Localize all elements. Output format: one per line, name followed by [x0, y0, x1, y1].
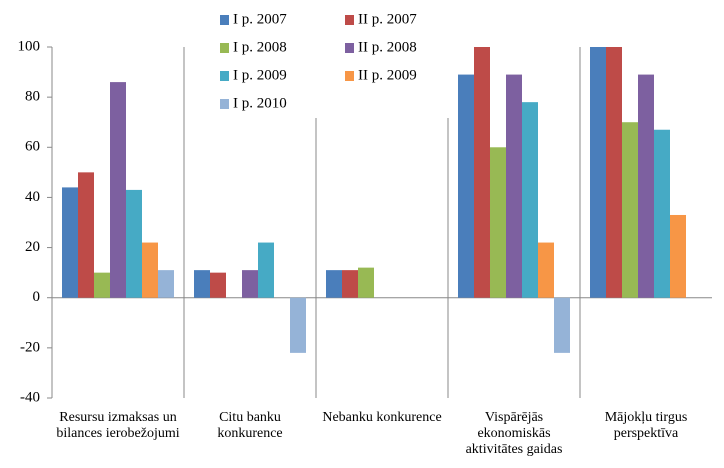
- bar: [258, 242, 274, 298]
- bar: [126, 189, 142, 298]
- bar: [490, 147, 506, 298]
- bar: [538, 242, 554, 298]
- bar: [590, 47, 606, 298]
- bar: [358, 267, 374, 298]
- legend-swatch: [345, 15, 354, 25]
- bar: [506, 74, 522, 298]
- x-tick-label: Citu banku konkurence: [217, 410, 283, 441]
- legend-label: I p. 2008: [233, 39, 287, 55]
- bar: [342, 270, 358, 298]
- y-tick-label: 20: [25, 239, 40, 255]
- legend-swatch: [220, 15, 229, 25]
- y-tick-label: 60: [25, 139, 40, 155]
- legend-label: I p. 2009: [233, 67, 287, 83]
- legend-swatch: [345, 43, 354, 53]
- legend-swatch: [345, 71, 354, 81]
- bar: [638, 74, 654, 298]
- legend-background: [205, 6, 455, 118]
- legend-label: I p. 2007: [233, 11, 287, 27]
- bar: [474, 47, 490, 298]
- bar: [210, 272, 226, 298]
- legend-label: II p. 2009: [358, 67, 417, 83]
- bar: [326, 270, 342, 298]
- legend-swatch: [220, 99, 229, 109]
- y-tick-label: 100: [18, 38, 41, 54]
- bar: [458, 74, 474, 298]
- legend-label: II p. 2008: [358, 39, 417, 55]
- bar: [522, 102, 538, 298]
- bar: [242, 270, 258, 298]
- x-tick-label: Nebanku konkurence: [322, 410, 442, 425]
- y-tick-label: 80: [25, 89, 40, 105]
- bar: [158, 270, 174, 298]
- bar: [622, 122, 638, 298]
- bar: [670, 214, 686, 298]
- x-tick-label: Mājokļu tirgus perspektīva: [604, 410, 688, 441]
- bar: [654, 129, 670, 298]
- bar: [142, 242, 158, 298]
- legend-label: II p. 2007: [358, 11, 417, 27]
- legend-swatch: [220, 71, 229, 81]
- x-tick-label: Resursu izmaksas un bilances ierobežojum…: [56, 410, 180, 441]
- legend-swatch: [220, 43, 229, 53]
- bar: [110, 82, 126, 298]
- bar: [78, 172, 94, 298]
- bar: [290, 297, 306, 353]
- x-tick-label: Vispārējās ekonomiskās aktivitātes gaida…: [465, 410, 563, 457]
- y-tick-label: 0: [33, 289, 41, 305]
- y-tick-label: 40: [25, 189, 40, 205]
- y-tick-label: -40: [20, 389, 40, 405]
- bar: [62, 187, 78, 298]
- legend-label: I p. 2010: [233, 95, 287, 111]
- y-tick-label: -20: [20, 339, 40, 355]
- bar: [606, 47, 622, 298]
- bar: [94, 272, 110, 298]
- bar: [554, 297, 570, 353]
- bar: [194, 270, 210, 298]
